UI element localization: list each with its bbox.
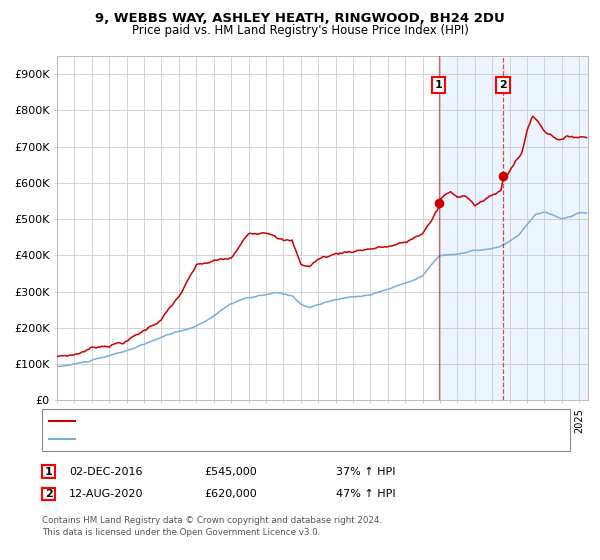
Text: Contains HM Land Registry data © Crown copyright and database right 2024.
This d: Contains HM Land Registry data © Crown c… bbox=[42, 516, 382, 537]
Text: 1: 1 bbox=[45, 466, 52, 477]
Text: 37% ↑ HPI: 37% ↑ HPI bbox=[336, 466, 395, 477]
Bar bbox=[439, 56, 588, 400]
Text: £620,000: £620,000 bbox=[204, 489, 257, 499]
Text: £545,000: £545,000 bbox=[204, 466, 257, 477]
Text: Price paid vs. HM Land Registry's House Price Index (HPI): Price paid vs. HM Land Registry's House … bbox=[131, 24, 469, 36]
Text: 12-AUG-2020: 12-AUG-2020 bbox=[69, 489, 143, 499]
Text: 9, WEBBS WAY, ASHLEY HEATH, RINGWOOD, BH24 2DU: 9, WEBBS WAY, ASHLEY HEATH, RINGWOOD, BH… bbox=[95, 12, 505, 25]
Text: 9, WEBBS WAY, ASHLEY HEATH, RINGWOOD, BH24 2DU (detached house): 9, WEBBS WAY, ASHLEY HEATH, RINGWOOD, BH… bbox=[79, 417, 463, 426]
Text: HPI: Average price, detached house, Dorset: HPI: Average price, detached house, Dors… bbox=[79, 434, 307, 444]
Text: 47% ↑ HPI: 47% ↑ HPI bbox=[336, 489, 395, 499]
Text: 1: 1 bbox=[435, 80, 442, 90]
Text: 02-DEC-2016: 02-DEC-2016 bbox=[69, 466, 143, 477]
Text: 2: 2 bbox=[499, 80, 507, 90]
Text: 2: 2 bbox=[45, 489, 52, 499]
